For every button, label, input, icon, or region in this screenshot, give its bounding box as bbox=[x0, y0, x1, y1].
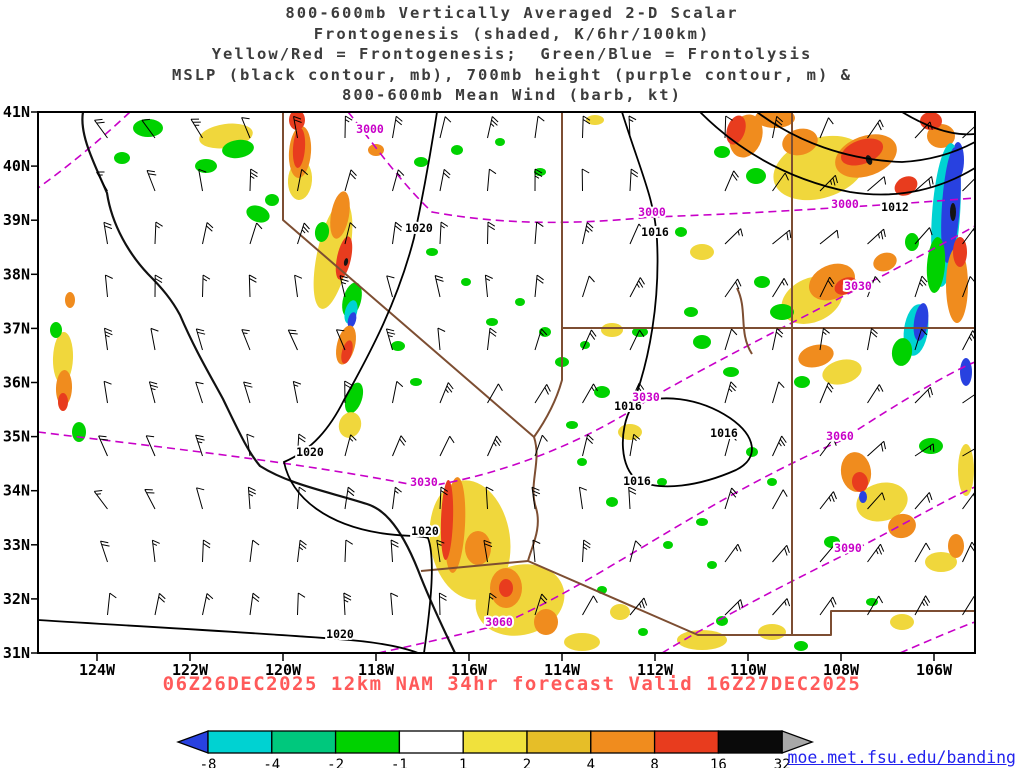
colorbar-tick-label: 8 bbox=[650, 757, 658, 768]
mslp-contours bbox=[38, 112, 975, 653]
colorbar-below-arrow bbox=[176, 730, 209, 754]
colorbar-box bbox=[271, 730, 337, 754]
colorbar-tick-label: -4 bbox=[263, 757, 280, 768]
colorbar-box bbox=[462, 730, 528, 754]
colorbar-box bbox=[653, 730, 720, 754]
colorbar-tick-label: -1 bbox=[391, 757, 408, 768]
colorbar-box bbox=[590, 730, 656, 754]
height-contour-label: 3030 bbox=[844, 279, 872, 293]
colorbar-box bbox=[526, 730, 592, 754]
y-tick-label: 31N bbox=[3, 644, 30, 662]
y-tick-label: 38N bbox=[3, 265, 30, 283]
colorbar-box bbox=[717, 730, 783, 754]
height-contour-label: 3000 bbox=[638, 205, 666, 219]
colorbar-tick-label: 1 bbox=[459, 757, 467, 768]
x-tick-label: 116W bbox=[451, 661, 488, 679]
y-tick-label: 32N bbox=[3, 590, 30, 608]
y-tick-label: 40N bbox=[3, 157, 30, 175]
contour-labels: 1020 1016 1012 1016 1016 1016 1020 1020 1020 3000… bbox=[294, 120, 911, 643]
axis-ticks bbox=[31, 111, 935, 661]
x-tick-label: 106W bbox=[916, 661, 953, 679]
height-contours bbox=[38, 112, 975, 653]
mslp-contour-label: 1012 bbox=[881, 200, 909, 214]
colorbar-tick-label: 2 bbox=[523, 757, 531, 768]
forecast-caption: 06Z26DEC2025 12km NAM 34hr forecast Vali… bbox=[162, 673, 862, 695]
site-link[interactable]: moe.met.fsu.edu/banding bbox=[787, 748, 1016, 767]
mslp-contour-label: 1020 bbox=[411, 524, 439, 538]
axis-labels: 124W 122W 120W 118W 116W 114W 112W 110W 108W 106W… bbox=[3, 103, 953, 679]
mslp-contour-label: 1020 bbox=[296, 445, 324, 459]
height-contour-label: 3090 bbox=[834, 541, 862, 555]
frontogenesis-shading bbox=[50, 112, 974, 651]
y-tick-label: 33N bbox=[3, 536, 30, 554]
colorbar-tick-label: 16 bbox=[710, 757, 727, 768]
x-tick-label: 122W bbox=[172, 661, 209, 679]
mslp-contour-label: 1016 bbox=[641, 225, 669, 239]
mslp-contour-label: 1020 bbox=[326, 627, 354, 641]
y-tick-label: 41N bbox=[3, 103, 30, 121]
colorbar-tick-label: -2 bbox=[327, 757, 344, 768]
y-tick-label: 36N bbox=[3, 374, 30, 392]
x-tick-label: 124W bbox=[79, 661, 116, 679]
x-tick-label: 114W bbox=[544, 661, 581, 679]
y-tick-label: 39N bbox=[3, 211, 30, 229]
title-line-4: MSLP (black contour, mb), 700mb height (… bbox=[172, 65, 852, 84]
height-contour-label: 3000 bbox=[356, 122, 384, 136]
mslp-contour-label: 1016 bbox=[623, 474, 651, 488]
title-line-3: Yellow/Red = Frontogenesis; Green/Blue =… bbox=[211, 45, 813, 63]
height-contour-label: 3030 bbox=[632, 390, 660, 404]
y-tick-label: 35N bbox=[3, 428, 30, 446]
height-contour-label: 3060 bbox=[826, 429, 854, 443]
y-tick-label: 34N bbox=[3, 482, 30, 500]
wind-barbs bbox=[93, 115, 975, 616]
height-contour-label: 3000 bbox=[831, 197, 859, 211]
mslp-contour-label: 1016 bbox=[614, 399, 642, 413]
y-tick-label: 37N bbox=[3, 319, 30, 337]
colorbar-above-arrow bbox=[781, 730, 815, 754]
mslp-contour-label: 1020 bbox=[405, 221, 433, 235]
title-line-2: Frontogenesis (shaded, K/6hr/100km) bbox=[313, 24, 711, 43]
colorbar-box bbox=[398, 730, 464, 754]
x-tick-label: 108W bbox=[823, 661, 860, 679]
colorbar-tick-label: 32 bbox=[774, 757, 791, 768]
state-borders bbox=[282, 112, 975, 636]
title-line-1: 800-600mb Vertically Averaged 2-D Scalar bbox=[285, 4, 739, 22]
colorbar-box bbox=[207, 730, 273, 754]
x-tick-label: 110W bbox=[730, 661, 767, 679]
colorbar-tick-label: 4 bbox=[587, 757, 595, 768]
chart-title: 800-600mb Vertically Averaged 2-D Scalar… bbox=[0, 3, 1024, 106]
title-line-5: 800-600mb Mean Wind (barb, kt) bbox=[342, 86, 682, 104]
colorbar-box bbox=[334, 730, 401, 754]
x-tick-label: 112W bbox=[637, 661, 674, 679]
colorbar: -8 -4 -2 -1 1 2 4 8 16 32 bbox=[176, 730, 815, 768]
height-contour-label: 3030 bbox=[410, 475, 438, 489]
colorbar-tick-label: -8 bbox=[200, 757, 217, 768]
mslp-contour-label: 1016 bbox=[710, 426, 738, 440]
height-contour-label: 3060 bbox=[485, 615, 513, 629]
x-tick-label: 120W bbox=[265, 661, 302, 679]
x-tick-label: 118W bbox=[358, 661, 395, 679]
